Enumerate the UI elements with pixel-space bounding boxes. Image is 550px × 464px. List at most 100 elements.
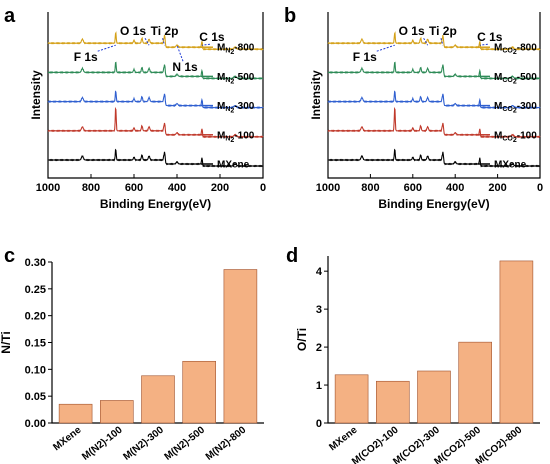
- spectrum-line: [327, 148, 541, 168]
- bar: [376, 380, 410, 424]
- y-tick-label: 0: [316, 418, 322, 430]
- legend-label: MN2-100: [217, 130, 255, 144]
- legend-sub2: 2: [513, 78, 517, 85]
- legend-sub: N: [225, 135, 230, 142]
- legend-label: MN2-300: [217, 101, 255, 115]
- x-tick-label: 0: [260, 182, 266, 194]
- x-tick-label: 0: [537, 182, 543, 194]
- y-tick-label: 0.10: [25, 364, 46, 376]
- bar: [182, 360, 216, 424]
- spectrum-line: [47, 31, 264, 51]
- legend-main: MXene: [217, 160, 250, 171]
- panel-letter-a: a: [4, 5, 16, 27]
- legend-sub2: 2: [513, 108, 517, 115]
- legend-rest: -800: [517, 43, 537, 54]
- legend-sub2: 2: [513, 49, 517, 56]
- x-category-label: MXene: [327, 424, 360, 453]
- legend-rest: -100: [234, 130, 254, 141]
- panel-c-bar-chart: 0.000.050.100.150.200.250.30N/TiMXeneM(N…: [0, 257, 264, 463]
- y-tick-label: 4: [316, 266, 323, 278]
- legend-sub: N: [225, 106, 230, 113]
- peak-arrow: [176, 45, 184, 62]
- panel-letter-d: d: [286, 245, 298, 267]
- peak-label: N 1s: [172, 60, 198, 74]
- legend-sub: CO: [502, 77, 513, 84]
- legend-main: M: [494, 72, 502, 83]
- x-tick-label: 600: [125, 182, 143, 194]
- legend-sub2: 2: [230, 78, 234, 85]
- legend-sub: N: [225, 77, 230, 84]
- legend-sub2: 2: [230, 108, 234, 115]
- x-tick-label: 200: [488, 182, 506, 194]
- legend-label: MCO2-500: [494, 72, 537, 86]
- peak-label: O 1s: [399, 24, 425, 38]
- axis-frame: [327, 12, 541, 179]
- panel-b-xps-spectrum: 1000 800 600 400 200 0 Binding Energy(eV) Inten…: [309, 12, 543, 211]
- peak-arrow: [144, 37, 150, 46]
- bar: [58, 403, 93, 424]
- legend-rest: -500: [517, 72, 537, 83]
- legend-label: MXene: [494, 160, 527, 171]
- peak-label: O 1s: [120, 24, 146, 38]
- x-tick-label: 800: [361, 182, 379, 194]
- legend-sub2: 2: [513, 137, 517, 144]
- legend-sub: CO: [502, 135, 513, 142]
- spectrum-line: [47, 90, 264, 110]
- spectrum-line: [327, 90, 541, 110]
- panel-a-xps-spectrum: 1000 800 600 400 200 0 Binding Energy(eV) Inten…: [29, 12, 266, 211]
- x-tick-label: 200: [211, 182, 229, 194]
- bar: [417, 370, 451, 424]
- legend-rest: -500: [234, 72, 254, 83]
- y-tick-label: 0.15: [25, 338, 46, 350]
- x-tick-label: 400: [446, 182, 464, 194]
- peak-arrow: [479, 43, 488, 46]
- spectrum-line: [47, 106, 264, 139]
- spectrum-line: [327, 106, 541, 139]
- bar: [100, 400, 134, 424]
- spectrum-line: [47, 61, 263, 80]
- x-tick-label: 1000: [316, 182, 340, 194]
- legend-main: M: [494, 43, 502, 54]
- legend-rest: -300: [517, 101, 537, 112]
- legend-main: M: [217, 43, 225, 54]
- legend-sub2: 2: [230, 137, 234, 144]
- panel-letter-b: b: [284, 5, 296, 27]
- peak-label: F 1s: [74, 50, 98, 64]
- y-tick-label: 1: [316, 380, 322, 392]
- x-category-label: M(N2)-500: [163, 424, 208, 462]
- panel-d-bar-chart: 01234O/TiMXeneM(CO2)-100M(CO2)-300M(CO2)…: [295, 256, 540, 464]
- x-category-label: M(N2)-100: [80, 424, 125, 462]
- bar: [334, 374, 369, 424]
- x-tick-label: 1000: [36, 182, 60, 194]
- spectrum-line: [47, 148, 264, 168]
- peak-arrow: [376, 44, 395, 52]
- y-axis-title: Intensity: [29, 70, 43, 120]
- peak-arrow: [423, 37, 429, 46]
- bar: [499, 260, 534, 424]
- x-tick-label: 800: [82, 182, 100, 194]
- legend-sub2: 2: [230, 49, 234, 56]
- legend-main: M: [217, 130, 225, 141]
- x-category-label: M(N2)-300: [121, 424, 166, 462]
- legend-sub: CO: [502, 106, 513, 113]
- legend-label: MN2-500: [217, 72, 255, 86]
- legend-main: M: [494, 130, 502, 141]
- spectrum-line: [327, 61, 540, 80]
- x-tick-label: 600: [404, 182, 422, 194]
- legend-label: MXene: [217, 160, 250, 171]
- y-tick-label: 2: [316, 342, 322, 354]
- peak-arrow: [97, 44, 116, 52]
- legend-main: M: [494, 101, 502, 112]
- legend-main: M: [217, 101, 225, 112]
- legend-rest: -100: [517, 130, 537, 141]
- bar: [458, 341, 492, 424]
- peak-label: Ti 2p: [151, 24, 179, 38]
- y-tick-label: 0.20: [25, 311, 46, 323]
- x-tick-label: 400: [168, 182, 186, 194]
- y-axis-title: Intensity: [309, 70, 323, 120]
- x-category-label: M(N2)-800: [204, 424, 249, 462]
- bar: [223, 269, 258, 424]
- y-tick-label: 0.30: [25, 257, 46, 269]
- legend-main: MXene: [494, 160, 527, 171]
